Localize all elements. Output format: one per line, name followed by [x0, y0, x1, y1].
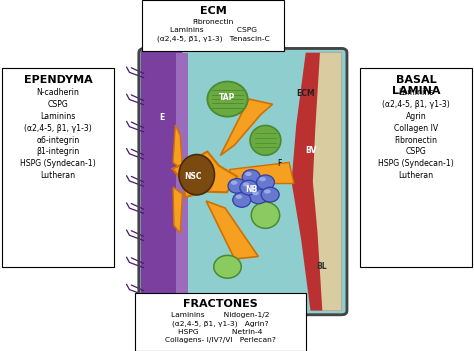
Polygon shape: [173, 152, 237, 197]
Text: Laminins
(α2,4-5, β1, γ1-3)
Agrin
Collagen IV
Fibronectin
CSPG
HSPG (Syndecan-1): Laminins (α2,4-5, β1, γ1-3) Agrin Collag…: [378, 88, 454, 180]
Polygon shape: [230, 163, 294, 184]
FancyBboxPatch shape: [141, 50, 182, 313]
Ellipse shape: [242, 170, 260, 185]
Text: BV: BV: [305, 146, 316, 155]
FancyBboxPatch shape: [360, 68, 472, 267]
FancyBboxPatch shape: [176, 53, 188, 311]
Ellipse shape: [231, 181, 237, 185]
Text: FRACTONES: FRACTONES: [183, 299, 258, 309]
Polygon shape: [173, 187, 182, 233]
Ellipse shape: [233, 193, 251, 207]
Polygon shape: [173, 125, 182, 170]
Ellipse shape: [264, 190, 271, 194]
FancyBboxPatch shape: [139, 48, 347, 315]
Text: NB: NB: [245, 185, 257, 194]
Ellipse shape: [250, 125, 281, 155]
Ellipse shape: [243, 183, 249, 187]
Polygon shape: [220, 99, 273, 155]
Ellipse shape: [240, 180, 258, 195]
Polygon shape: [313, 53, 341, 311]
Text: E: E: [159, 113, 164, 122]
Text: ECM: ECM: [200, 6, 227, 16]
Text: ECM: ECM: [296, 90, 315, 98]
Text: N-cadherin
CSPG
Laminins
(α2,4-5, β1, γ1-3)
α6-integrin
β1-integrin
HSPG (Syndec: N-cadherin CSPG Laminins (α2,4-5, β1, γ1…: [20, 88, 96, 180]
Text: EPENDYMA: EPENDYMA: [24, 75, 92, 85]
Text: Fibronectin
Laminins              CSPG
(α2,4-5, β1, γ1-3)   Tenascin-C: Fibronectin Laminins CSPG (α2,4-5, β1, γ…: [157, 19, 270, 42]
FancyBboxPatch shape: [135, 293, 306, 351]
Ellipse shape: [207, 81, 247, 117]
Text: BASAL
LAMINA: BASAL LAMINA: [392, 75, 440, 97]
Polygon shape: [292, 53, 341, 311]
Ellipse shape: [256, 175, 274, 190]
Text: F: F: [277, 159, 282, 168]
Ellipse shape: [214, 256, 241, 278]
Ellipse shape: [249, 189, 267, 204]
Text: TAP: TAP: [219, 93, 236, 102]
FancyBboxPatch shape: [2, 68, 114, 267]
Text: NSC: NSC: [184, 172, 201, 181]
Ellipse shape: [251, 202, 280, 229]
Ellipse shape: [261, 187, 279, 202]
Ellipse shape: [236, 195, 242, 199]
Text: Laminins        Nidogen-1/2
(α2,4-5, β1, γ1-3)   Agrin?
HSPG              Netrin: Laminins Nidogen-1/2 (α2,4-5, β1, γ1-3) …: [165, 312, 276, 343]
Ellipse shape: [228, 179, 246, 193]
Ellipse shape: [252, 191, 259, 196]
FancyBboxPatch shape: [142, 0, 284, 51]
Text: BL: BL: [316, 262, 327, 271]
Ellipse shape: [245, 172, 252, 176]
Ellipse shape: [259, 177, 266, 181]
Polygon shape: [206, 201, 258, 259]
Ellipse shape: [179, 154, 214, 195]
